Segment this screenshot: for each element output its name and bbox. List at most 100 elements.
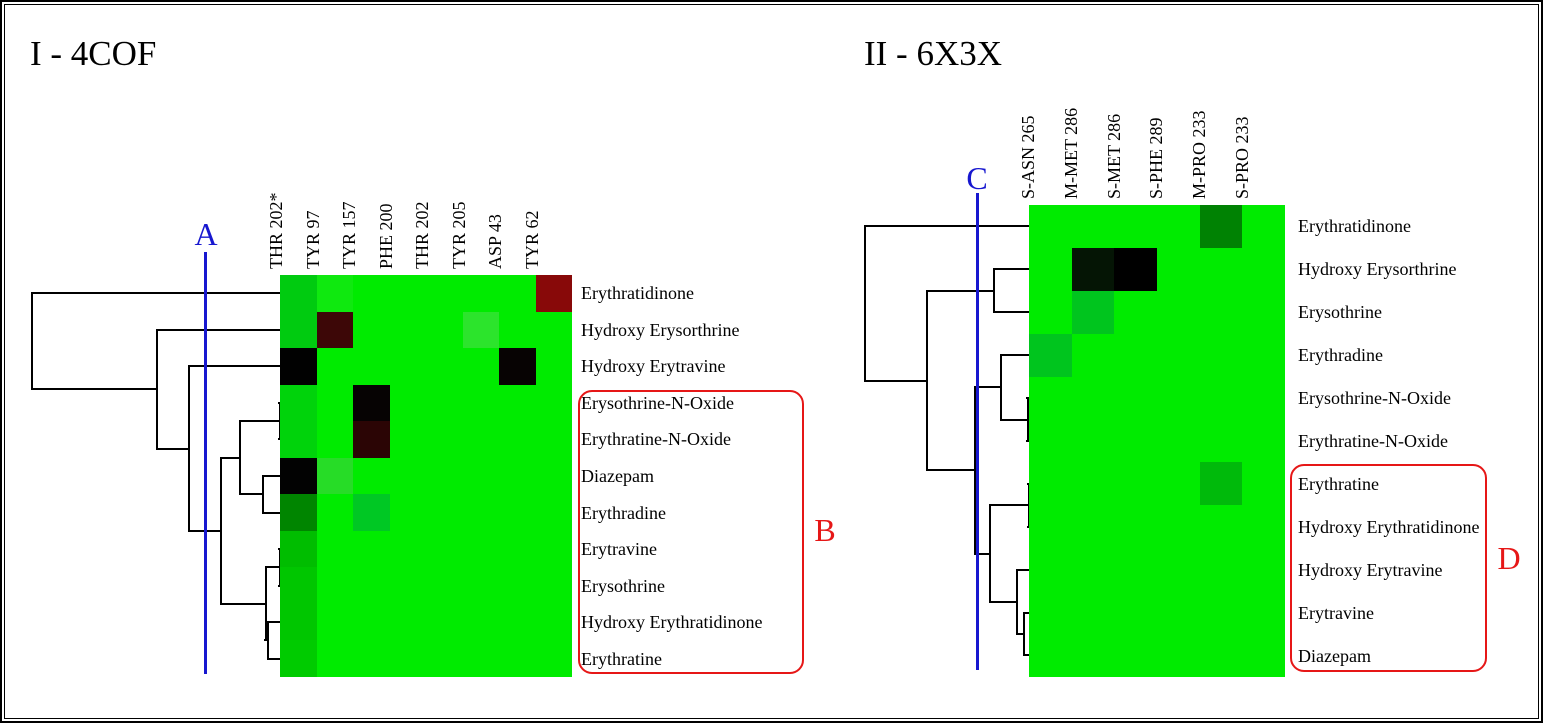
heatmap-cell xyxy=(535,275,572,312)
heatmap-cell xyxy=(1199,205,1243,248)
dendrogram-line xyxy=(1023,612,1025,654)
heatmap-cell xyxy=(1114,333,1157,377)
heatmap-cell xyxy=(316,457,353,495)
row-label: Hydroxy Erytravine xyxy=(1298,559,1443,580)
heatmap-cell xyxy=(353,421,390,458)
heatmap-cell xyxy=(280,275,317,312)
heatmap-cell xyxy=(1242,591,1285,635)
heatmap-cell xyxy=(462,275,499,312)
heatmap-cell xyxy=(499,603,536,641)
heatmap-grid xyxy=(280,275,572,677)
heatmap-cell xyxy=(499,494,536,531)
row-label: Erysothrine-N-Oxide xyxy=(1298,388,1451,409)
highlight-box-label: D xyxy=(1497,540,1521,576)
heatmap-cell xyxy=(1199,505,1243,549)
dendrogram-line xyxy=(926,469,974,471)
heatmap-cell xyxy=(462,311,499,349)
heatmap-cell xyxy=(535,421,572,458)
heatmap-cell xyxy=(462,567,499,604)
heatmap-cell xyxy=(1071,333,1115,377)
heatmap-cell xyxy=(1029,205,1072,248)
heatmap-cell xyxy=(353,640,390,677)
heatmap-cell xyxy=(426,348,463,385)
row-label: Diazepam xyxy=(581,466,654,486)
dendrogram-line xyxy=(1000,354,1002,419)
heatmap-cell xyxy=(1071,548,1115,592)
heatmap-cell xyxy=(1157,205,1200,248)
heatmap-cell xyxy=(499,640,536,677)
heatmap-cell xyxy=(280,640,317,677)
heatmap-cell xyxy=(535,384,572,422)
row-label: Erytravine xyxy=(1298,602,1374,623)
heatmap-cell xyxy=(499,384,536,422)
heatmap-grid xyxy=(1029,205,1285,677)
heatmap-cell xyxy=(499,567,536,604)
heatmap-cell xyxy=(1157,505,1200,549)
heatmap-cell xyxy=(1114,376,1157,420)
heatmap-cell xyxy=(1199,634,1243,677)
heatmap-cell xyxy=(280,348,317,385)
heatmap-cell xyxy=(1157,376,1200,420)
heatmap-cell xyxy=(1071,419,1115,463)
heatmap-cell xyxy=(1114,634,1157,677)
heatmap-cell xyxy=(1242,333,1285,377)
column-label: S-MET 286 xyxy=(1103,113,1124,199)
heatmap-cell xyxy=(389,530,426,568)
heatmap-cell xyxy=(535,457,572,495)
heatmap-cell xyxy=(462,384,499,422)
column-label: M-MET 286 xyxy=(1061,107,1081,199)
dendrogram-line xyxy=(926,290,993,292)
heatmap-cell xyxy=(1029,505,1072,549)
row-label: Erythratidinone xyxy=(1298,216,1411,237)
heatmap-cell xyxy=(1114,462,1157,506)
heatmap-cell xyxy=(462,530,499,568)
dendrogram-line xyxy=(262,475,280,477)
heatmap-cell xyxy=(389,421,426,458)
dendrogram-line xyxy=(989,504,991,601)
dendrogram-line xyxy=(31,292,280,294)
dendrogram-line xyxy=(974,386,1000,388)
heatmap-cell xyxy=(353,567,390,604)
heatmap-cell xyxy=(1157,548,1200,592)
heatmap-cell xyxy=(1071,247,1115,291)
row-label: Erythradine xyxy=(1298,345,1383,366)
heatmap-cell xyxy=(1114,591,1157,635)
dendrogram-line xyxy=(156,329,158,448)
heatmap-cell xyxy=(353,348,390,385)
heatmap-cell xyxy=(280,457,317,495)
dendrogram-line xyxy=(1000,419,1027,421)
heatmap-cell xyxy=(426,494,463,531)
heatmap-cell xyxy=(462,457,499,495)
heatmap-cell xyxy=(1199,419,1243,463)
dendrogram-line xyxy=(926,290,928,469)
heatmap-cell xyxy=(1114,419,1157,463)
row-label: Erysothrine-N-Oxide xyxy=(581,392,734,413)
heatmap-cell xyxy=(389,567,426,604)
heatmap-cell xyxy=(535,348,572,385)
heatmap-cell xyxy=(1242,376,1285,420)
row-label: Diazepam xyxy=(1298,645,1371,666)
dendrogram-line xyxy=(265,566,279,568)
column-label: M-PRO 233 xyxy=(1189,110,1209,199)
dendrogram-line xyxy=(239,493,262,495)
heatmap-cell xyxy=(1029,548,1072,592)
column-label: S-PRO 233 xyxy=(1231,116,1252,199)
row-label: Hydroxy Erysorthrine xyxy=(581,319,740,340)
heatmap-cell xyxy=(316,348,353,385)
dendrogram-line xyxy=(188,365,280,367)
heatmap-cell xyxy=(1029,419,1072,463)
dendrogram-line xyxy=(1016,569,1029,571)
dendrogram-line xyxy=(265,566,267,639)
heatmap-cell xyxy=(462,494,499,531)
heatmap-cell xyxy=(1199,548,1243,592)
dendrogram-line xyxy=(267,621,269,658)
heatmap-cell xyxy=(426,567,463,604)
heatmap-cell xyxy=(1071,376,1115,420)
heatmap-cell xyxy=(426,275,463,312)
heatmap-cell xyxy=(389,640,426,677)
heatmap-cell xyxy=(389,494,426,531)
heatmap-cell xyxy=(462,348,499,385)
